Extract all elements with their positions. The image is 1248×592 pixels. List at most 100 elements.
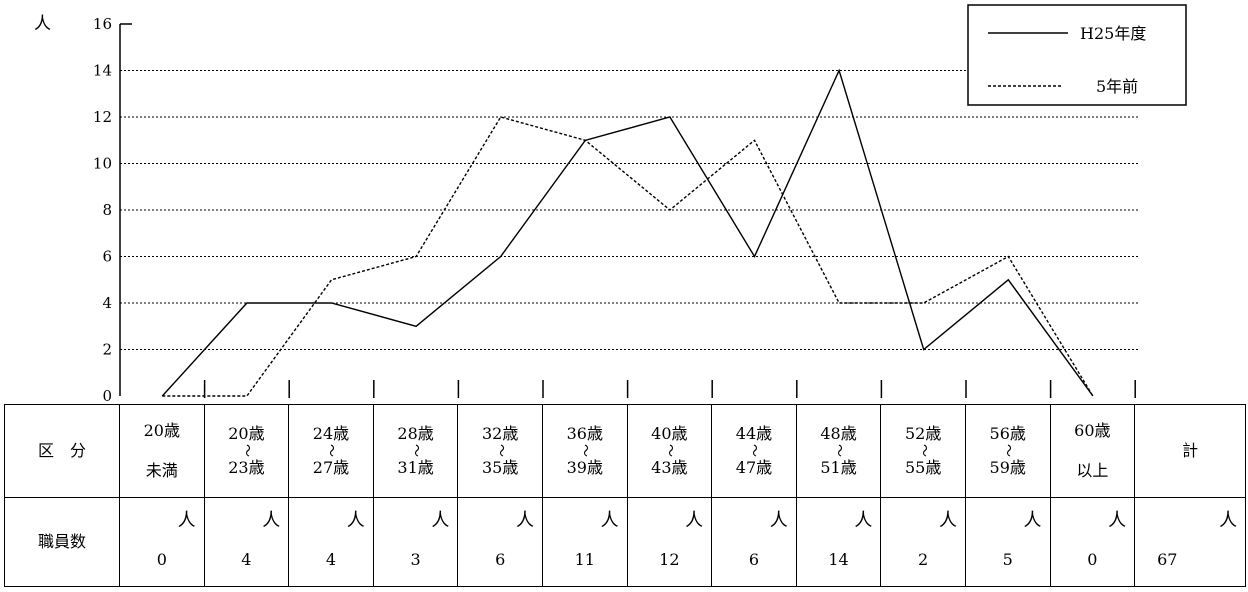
legend: H25年度 5年前 — [967, 4, 1187, 106]
unit-label: 人 — [177, 510, 196, 531]
y-tick-label-8: 8 — [102, 201, 112, 219]
count-value: 2 — [918, 550, 929, 569]
category-cell: 20歳〜 23歳 — [203, 404, 290, 498]
category-cell: 40歳〜 43歳 — [626, 404, 713, 498]
row-header-category: 区 分 — [4, 404, 120, 498]
unit-label: 人 — [769, 510, 788, 531]
unit-label: 人 — [938, 510, 957, 531]
category-top-label: 56歳 — [989, 424, 1026, 443]
category-bottom-label: 55歳 — [904, 458, 942, 477]
unit-label: 人 — [1219, 510, 1238, 531]
range-tilde: 〜 — [323, 443, 339, 458]
unit-label: 人 — [431, 510, 450, 531]
count-cell: 人 11 — [541, 497, 628, 587]
category-top-label: 48歳 — [820, 424, 857, 443]
category-bottom-label: 51歳 — [820, 458, 857, 477]
category-top-label: 40歳 — [651, 424, 688, 443]
y-axis-unit: 人 — [34, 14, 51, 34]
category-bottom-label: 43歳 — [651, 458, 688, 477]
unit-label: 人 — [1023, 510, 1042, 531]
category-top-label: 52歳 — [904, 424, 942, 443]
category-cell: 44歳〜 47歳 — [711, 404, 797, 498]
series-line-5-years-ago — [162, 116, 1094, 397]
y-tick-label-16: 16 — [93, 15, 112, 33]
count-value: 12 — [659, 550, 680, 569]
category-cell: 52歳〜 55歳 — [880, 404, 966, 498]
count-value: 11 — [574, 550, 595, 569]
count-cell: 人 12 — [626, 497, 713, 587]
series-lines — [161, 68, 1094, 397]
range-tilde: 〜 — [831, 443, 847, 458]
legend-label-5years-ago: 5年前 — [1096, 77, 1138, 96]
line-chart: 0 2 4 6 8 10 12 14 16 人 H25年度 5年前 — [34, 4, 1187, 404]
range-tilde: 〜 — [238, 443, 254, 458]
y-tick-labels: 0 2 4 6 8 10 12 14 16 人 — [34, 14, 112, 404]
category-bottom-label: 47歳 — [735, 458, 773, 477]
category-cell: 60歳以上 — [1049, 404, 1136, 498]
y-tick-label-2: 2 — [102, 341, 112, 359]
count-value: 4 — [325, 550, 337, 569]
count-value: 6 — [495, 550, 506, 569]
category-bottom-label: 31歳 — [397, 458, 434, 477]
category-row: 区 分 20歳 未満 20歳〜 23歳 24歳〜 27歳 28歳〜 31歳 32歳〜 35歳 36歳… — [4, 404, 1247, 498]
category-cell: 24歳〜 27歳 — [288, 404, 374, 498]
total-value: 67 — [1157, 550, 1178, 569]
y-tick-label-0: 0 — [102, 387, 112, 404]
unit-label: 人 — [600, 510, 619, 531]
legend-label-h25: H25年度 — [1080, 24, 1146, 43]
count-value: 6 — [748, 550, 760, 569]
unit-label: 人 — [854, 510, 873, 531]
range-tilde: 〜 — [746, 443, 762, 458]
count-value: 14 — [828, 550, 849, 569]
category-bottom-label: 以上 — [1076, 461, 1109, 480]
total-header: 計 — [1134, 404, 1247, 498]
category-cell: 56歳〜 59歳 — [964, 404, 1051, 498]
category-bottom-label: 23歳 — [228, 458, 265, 477]
range-tilde: 〜 — [661, 443, 677, 458]
category-cell: 32歳〜 35歳 — [457, 404, 543, 498]
count-value: 3 — [410, 550, 421, 569]
category-bottom-label: 35歳 — [481, 458, 519, 477]
unit-label: 人 — [515, 510, 534, 531]
unit-label: 人 — [262, 510, 281, 531]
count-row: 職員数 人 0 人 4 人 4 人 3 人 6 人 11 人 12 人 6 人 14 人 2 人 5 人 0 人 67 — [4, 497, 1247, 587]
category-top-label: 36歳 — [566, 424, 603, 443]
y-tick-label-6: 6 — [102, 248, 112, 266]
category-cell: 36歳〜 39歳 — [541, 404, 628, 498]
category-cell: 20歳 未満 — [119, 404, 205, 498]
range-tilde: 〜 — [1000, 443, 1016, 458]
series-line-h25 — [161, 68, 1094, 397]
category-cell: 28歳〜 31歳 — [372, 404, 459, 498]
count-value: 4 — [241, 550, 252, 569]
range-tilde: 〜 — [408, 443, 424, 458]
count-value: 0 — [1087, 550, 1098, 569]
category-bottom-label: 未満 — [145, 461, 178, 480]
category-top-label: 20歳 — [228, 424, 265, 443]
category-top-label: 44歳 — [735, 424, 773, 443]
age-distribution-table: 区 分 20歳 未満 20歳〜 23歳 24歳〜 27歳 28歳〜 31歳 32歳〜 35歳 36歳… — [4, 404, 1247, 587]
y-tick-label-14: 14 — [93, 62, 112, 80]
category-top-label: 32歳 — [481, 424, 519, 443]
range-tilde: 〜 — [492, 443, 508, 458]
axes — [119, 23, 1136, 398]
y-tick-label-10: 10 — [93, 155, 112, 173]
category-top-label: 28歳 — [397, 424, 434, 443]
unit-label: 人 — [685, 510, 704, 531]
category-bottom-label: 39歳 — [566, 458, 603, 477]
category-top-label: 60歳 — [1074, 421, 1111, 440]
legend-box — [967, 4, 1187, 106]
count-value: 0 — [156, 550, 167, 569]
count-cell: 人 14 — [795, 497, 882, 587]
category-top-label: 24歳 — [312, 424, 350, 443]
y-tick-label-12: 12 — [93, 108, 112, 126]
range-tilde: 〜 — [915, 443, 931, 458]
